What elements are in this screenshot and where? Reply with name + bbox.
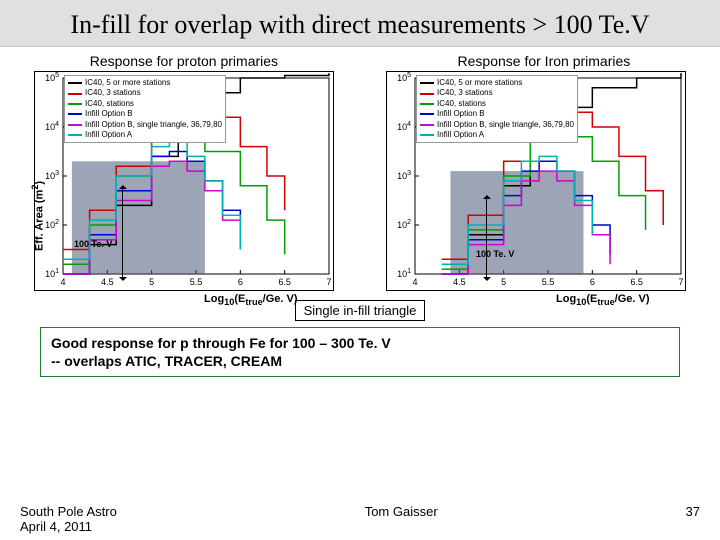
svg-text:102: 102 — [397, 219, 411, 230]
good-line-2: -- overlaps ATIC, TRACER, CREAM — [51, 352, 669, 370]
svg-text:4: 4 — [60, 277, 65, 287]
good-response-box: Good response for p through Fe for 100 –… — [40, 327, 680, 377]
svg-text:6.5: 6.5 — [278, 277, 291, 287]
svg-text:6: 6 — [238, 277, 243, 287]
svg-text:5: 5 — [501, 277, 506, 287]
xlabel-right: Log10(Etrue/Ge. V) — [556, 293, 650, 307]
svg-text:7: 7 — [678, 277, 683, 287]
svg-text:104: 104 — [45, 121, 59, 132]
xlabel-left: Log10(Etrue/Ge. V) — [204, 293, 298, 307]
svg-text:6.5: 6.5 — [630, 277, 643, 287]
charts-row: Eff. Area (m2) 101 102 103 104 105 4 4.5 5 5.5 6 6… — [0, 71, 720, 296]
legend-right: IC40, 5 or more stationsIC40, 3 stations… — [416, 75, 578, 143]
footer-page-number: 37 — [686, 504, 700, 534]
chart-left-wrap: Eff. Area (m2) 10110210310410544.555.566… — [34, 71, 334, 296]
slide-title: In-fill for overlap with direct measurem… — [0, 10, 720, 40]
svg-text:4.5: 4.5 — [453, 277, 466, 287]
annotation-100-right: 100 Te. V — [476, 249, 514, 259]
footer-left-1: South Pole Astro — [20, 504, 117, 519]
footer-left: South Pole Astro April 4, 2011 — [20, 504, 117, 534]
svg-text:4.5: 4.5 — [101, 277, 114, 287]
svg-text:101: 101 — [397, 268, 411, 279]
svg-text:105: 105 — [45, 72, 59, 83]
annotation-100-left: 100 Te. V — [74, 239, 112, 249]
subtitles-row: Response for proton primaries Response f… — [0, 53, 720, 69]
footer-left-2: April 4, 2011 — [20, 519, 117, 534]
svg-text:105: 105 — [397, 72, 411, 83]
footer-center: Tom Gaisser — [365, 504, 438, 534]
svg-text:102: 102 — [45, 219, 59, 230]
svg-text:5.5: 5.5 — [190, 277, 203, 287]
svg-text:5.5: 5.5 — [542, 277, 555, 287]
svg-text:4: 4 — [412, 277, 417, 287]
svg-text:7: 7 — [326, 277, 331, 287]
arrow-left — [122, 189, 123, 277]
svg-text:5: 5 — [149, 277, 154, 287]
subtitle-right: Response for Iron primaries — [458, 53, 631, 69]
svg-text:104: 104 — [397, 121, 411, 132]
ylabel-left: Eff. Area (m2) — [30, 181, 46, 251]
svg-text:103: 103 — [45, 170, 59, 181]
svg-text:101: 101 — [45, 268, 59, 279]
legend-left: IC40, 5 or more stationsIC40, 3 stations… — [64, 75, 226, 143]
subtitle-left: Response for proton primaries — [90, 53, 278, 69]
title-bar: In-fill for overlap with direct measurem… — [0, 0, 720, 47]
footer: South Pole Astro April 4, 2011 Tom Gaiss… — [0, 504, 720, 534]
svg-text:6: 6 — [590, 277, 595, 287]
good-line-1: Good response for p through Fe for 100 –… — [51, 334, 669, 352]
svg-text:103: 103 — [397, 170, 411, 181]
single-infill-label: Single in-fill triangle — [295, 300, 426, 321]
chart-right-wrap: 101 102 103 104 105 4 4.5 5 5.5 6 6.5 7 IC40, 5 or … — [386, 71, 686, 296]
arrow-right — [486, 199, 487, 277]
